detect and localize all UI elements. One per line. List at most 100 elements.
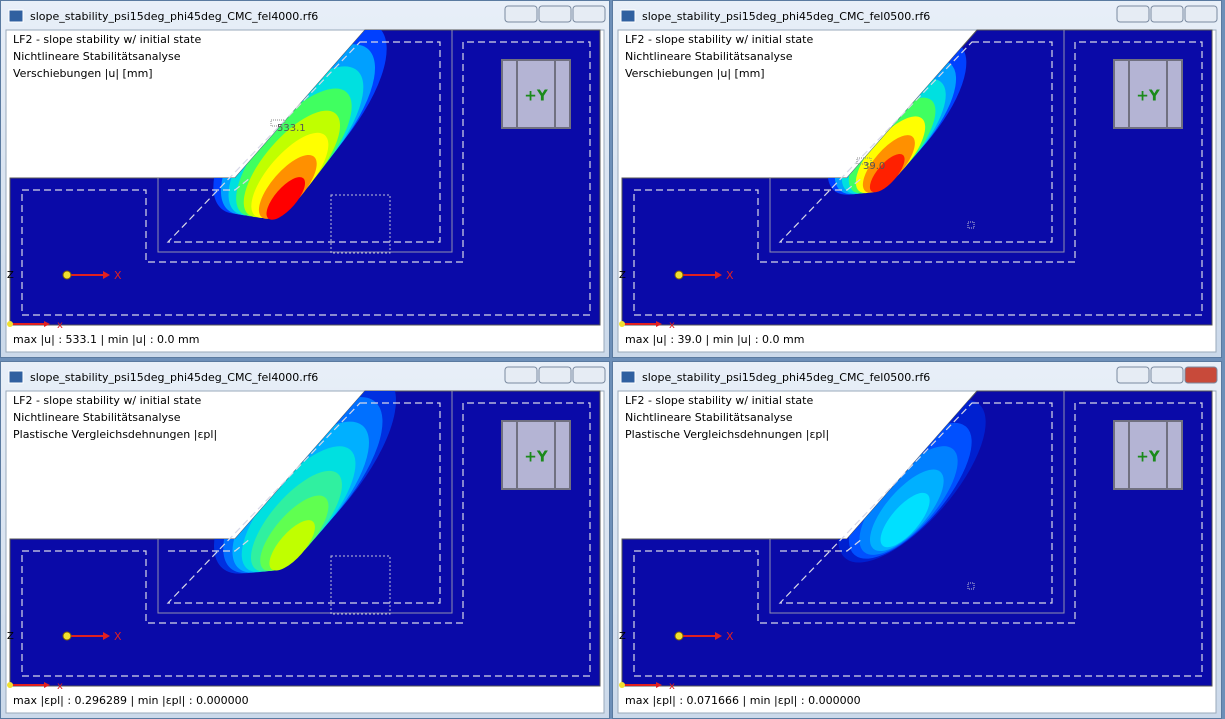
contour-plot	[213, 30, 387, 220]
axis-label-x: X	[726, 269, 734, 282]
dashed-outline	[778, 402, 1053, 604]
axis-label-x: X	[726, 630, 734, 643]
arrow-head	[715, 632, 722, 640]
solid-outline	[157, 391, 453, 614]
dashed-outline	[21, 402, 591, 677]
dashed-outline	[166, 41, 441, 243]
info-line: Plastische Vergleichsdehnungen |εpl|	[13, 428, 217, 441]
annotation: 533.1	[277, 123, 306, 134]
dashed-outline	[21, 41, 591, 316]
info-line: Nichtlineare Stabilitätsanalyse	[13, 50, 181, 63]
axis-label-x: X	[114, 630, 122, 643]
contour-plot	[838, 399, 986, 563]
window: slope_stability_psi15deg_phi45deg_CMC_fe…	[0, 361, 610, 719]
view-cube[interactable]	[1113, 420, 1183, 490]
app-icon	[8, 9, 24, 23]
cube-label: +Y	[524, 87, 549, 105]
status-line: max |u| : 39.0 | min |u| : 0.0 mm	[625, 333, 804, 346]
info-line: Plastische Vergleichsdehnungen |εpl|	[625, 428, 829, 441]
info-line: Nichtlineare Stabilitätsanalyse	[625, 411, 793, 424]
axis-label-x: X	[114, 269, 122, 282]
view-cube[interactable]	[1113, 59, 1183, 129]
maximize-button[interactable]	[538, 366, 572, 384]
minimize-button[interactable]	[504, 366, 538, 384]
info-line: Nichtlineare Stabilitätsanalyse	[625, 50, 793, 63]
info-line: LF2 - slope stability w/ initial state	[625, 394, 813, 407]
cube-label: +Y	[1136, 448, 1161, 466]
view-cube[interactable]	[501, 59, 571, 129]
minimize-button[interactable]	[1116, 5, 1150, 23]
window-title: slope_stability_psi15deg_phi45deg_CMC_fe…	[30, 371, 318, 384]
axis-label-z: Z	[619, 631, 626, 642]
arrow-head	[715, 271, 722, 279]
arrow-head	[44, 321, 50, 327]
app-icon	[8, 370, 24, 384]
arrow-head	[103, 271, 110, 279]
close-button[interactable]	[1184, 366, 1218, 384]
dashed-outline	[166, 402, 441, 604]
arrow-head	[44, 682, 50, 688]
dashed-outline	[633, 41, 1203, 316]
axis-label-x-small: x	[57, 320, 63, 331]
status-line: max |u| : 533.1 | min |u| : 0.0 mm	[13, 333, 199, 346]
origin	[62, 270, 72, 280]
close-button[interactable]	[572, 5, 606, 23]
contour-plot	[214, 391, 396, 574]
axis-label-x-small: x	[57, 681, 63, 692]
selection-box	[330, 555, 391, 615]
minimize-button[interactable]	[504, 5, 538, 23]
view-cube[interactable]	[501, 420, 571, 490]
window-title: slope_stability_psi15deg_phi45deg_CMC_fe…	[642, 10, 930, 23]
info-line: Verschiebungen |u| [mm]	[13, 67, 153, 80]
cube-label: +Y	[524, 448, 549, 466]
node-marker	[967, 221, 975, 229]
maximize-button[interactable]	[538, 5, 572, 23]
small-origin	[619, 321, 625, 327]
dashed-outline	[633, 402, 1203, 677]
origin	[674, 270, 684, 280]
node-marker	[967, 582, 975, 590]
arrow-head	[656, 321, 662, 327]
origin	[674, 631, 684, 641]
solid-outline	[769, 391, 1065, 614]
status-line: max |εpl| : 0.071666 | min |εpl| : 0.000…	[625, 694, 861, 707]
arrow-head	[103, 632, 110, 640]
dashed-outline	[778, 41, 1053, 243]
small-origin	[7, 682, 13, 688]
solid-outline	[769, 30, 1065, 253]
contour-band	[269, 520, 315, 571]
solid-outline	[157, 30, 453, 253]
selection-box	[330, 194, 391, 254]
info-line: LF2 - slope stability w/ initial state	[13, 33, 201, 46]
app-icon	[620, 370, 636, 384]
close-button[interactable]	[572, 366, 606, 384]
maximize-button[interactable]	[1150, 5, 1184, 23]
window-title: slope_stability_psi15deg_phi45deg_CMC_fe…	[642, 371, 930, 384]
cube-label: +Y	[1136, 87, 1161, 105]
axis-label-z: Z	[7, 631, 14, 642]
axis-label-z: Z	[619, 270, 626, 281]
info-line: Nichtlineare Stabilitätsanalyse	[13, 411, 181, 424]
close-button[interactable]	[1184, 5, 1218, 23]
window-title: slope_stability_psi15deg_phi45deg_CMC_fe…	[30, 10, 318, 23]
origin	[62, 631, 72, 641]
max-marker	[270, 119, 286, 127]
status-line: max |εpl| : 0.296289 | min |εpl| : 0.000…	[13, 694, 249, 707]
annotation: 39.0	[863, 161, 885, 172]
minimize-button[interactable]	[1116, 366, 1150, 384]
axis-label-x-small: x	[669, 320, 675, 331]
info-line: LF2 - slope stability w/ initial state	[13, 394, 201, 407]
info-line: Verschiebungen |u| [mm]	[625, 67, 765, 80]
contour-band	[880, 492, 930, 548]
max-marker	[856, 157, 872, 165]
small-origin	[619, 682, 625, 688]
info-line: LF2 - slope stability w/ initial state	[625, 33, 813, 46]
maximize-button[interactable]	[1150, 366, 1184, 384]
arrow-head	[656, 682, 662, 688]
contour-band	[869, 153, 905, 193]
window: slope_stability_psi15deg_phi45deg_CMC_fe…	[612, 0, 1222, 358]
app-icon	[620, 9, 636, 23]
small-origin	[7, 321, 13, 327]
contour-band	[266, 177, 306, 220]
